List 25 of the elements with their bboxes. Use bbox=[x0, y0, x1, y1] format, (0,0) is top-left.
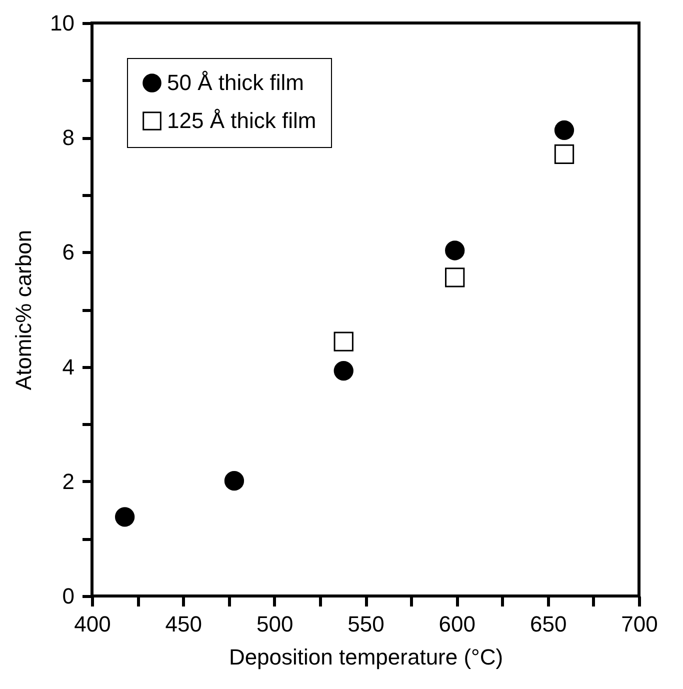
point bbox=[554, 144, 574, 164]
y-tick-label: 0 bbox=[62, 584, 74, 608]
legend-label: 125 Å thick film bbox=[167, 108, 316, 133]
x-tick-label: 500 bbox=[256, 612, 294, 636]
point bbox=[554, 120, 574, 140]
point bbox=[334, 332, 354, 352]
x-axis-title: Deposition temperature (°C) bbox=[228, 644, 504, 670]
x-tick-label: 450 bbox=[165, 612, 202, 636]
y-tick-label: 10 bbox=[50, 10, 74, 36]
legend-label: 50 Å thick film bbox=[167, 70, 304, 95]
point bbox=[334, 360, 354, 381]
point bbox=[224, 471, 244, 491]
y-axis-title: Atomic% carbon bbox=[11, 230, 36, 390]
point bbox=[445, 268, 465, 288]
y-tick-label: 2 bbox=[62, 468, 74, 494]
point bbox=[114, 507, 135, 527]
y-tick-label: 4 bbox=[62, 354, 74, 380]
y-tick-label: 8 bbox=[62, 125, 74, 150]
x-tick-label: 650 bbox=[530, 612, 567, 636]
point bbox=[445, 240, 465, 260]
x-tick-label: 600 bbox=[438, 612, 476, 636]
x-tick-label: 400 bbox=[74, 612, 111, 636]
y-tick-label: 6 bbox=[62, 240, 74, 265]
x-tick-label: 700 bbox=[621, 612, 658, 636]
x-tick-label: 550 bbox=[348, 612, 384, 636]
